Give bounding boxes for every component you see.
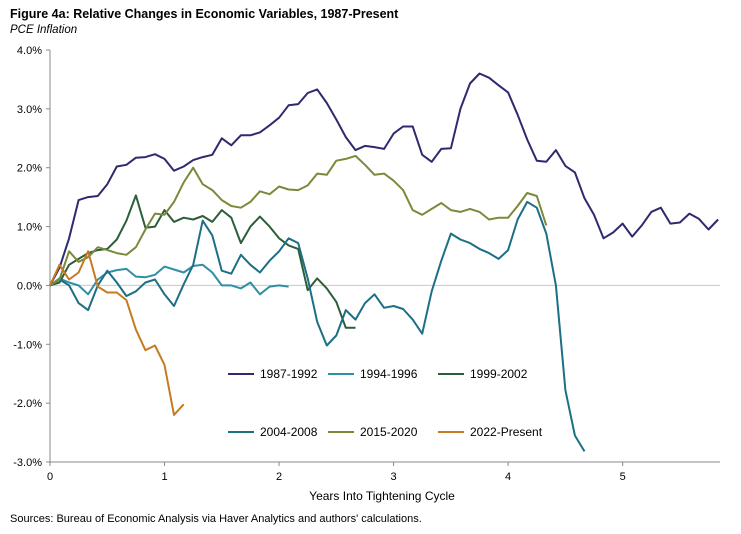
y-tick-label: 1.0% — [17, 222, 42, 234]
x-axis-label: Years Into Tightening Cycle — [309, 489, 455, 503]
x-tick-label: 5 — [620, 471, 626, 483]
y-tick-label: 3.0% — [17, 104, 42, 116]
series-line-1987-1992 — [49, 72, 719, 286]
source-note: Sources: Bureau of Economic Analysis via… — [10, 513, 422, 525]
legend-label: 2015-2020 — [360, 425, 418, 439]
y-tick-label: 4.0% — [17, 45, 42, 57]
legend-label: 1987-1992 — [260, 367, 318, 381]
series-line-1994-1996 — [49, 263, 289, 296]
series-line-2015-2020 — [49, 154, 548, 287]
chart-subtitle: PCE Inflation — [10, 24, 78, 36]
legend-label: 2022-Present — [470, 425, 543, 439]
x-tick-label: 4 — [505, 471, 511, 483]
chart-title: Figure 4a: Relative Changes in Economic … — [10, 7, 399, 21]
series-lines — [49, 72, 719, 452]
x-tick-label: 0 — [47, 471, 53, 483]
legend-label: 1994-1996 — [360, 367, 418, 381]
y-tick-label: -1.0% — [13, 339, 42, 351]
series-line-1999-2002 — [49, 194, 356, 329]
x-tick-label: 1 — [161, 471, 167, 483]
y-tick-label: -2.0% — [13, 398, 42, 410]
legend-label: 1999-2002 — [470, 367, 528, 381]
x-tick-label: 2 — [276, 471, 282, 483]
y-tick-label: 2.0% — [17, 163, 42, 175]
series-line-2004-2008 — [49, 200, 586, 452]
legend-label: 2004-2008 — [260, 425, 318, 439]
series-line-2022-Present — [49, 250, 185, 416]
y-tick-label: 0.0% — [17, 280, 42, 292]
x-tick-label: 3 — [391, 471, 397, 483]
axes: -3.0% -2.0% -1.0% 0.0% 1.0% 2.0% 3.0% 4.0% 0 1 2 3 4… — [13, 45, 720, 483]
legend: 1987-1992 1994-1996 1999-2002 2004-2008 2015… — [228, 367, 543, 439]
y-tick-label: -3.0% — [13, 457, 42, 469]
